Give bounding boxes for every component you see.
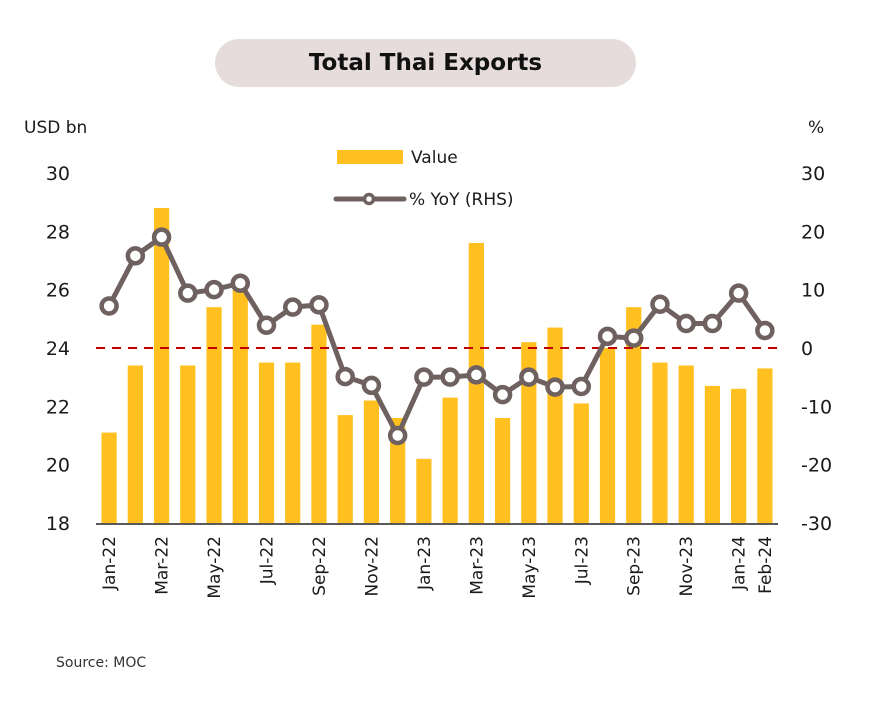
bar-Feb-24 bbox=[757, 368, 773, 523]
bar-Jan-23 bbox=[416, 458, 432, 523]
yoy-point-Feb-22 bbox=[125, 246, 146, 266]
bar-Aug-22 bbox=[285, 362, 301, 523]
right-tick-label: -10 bbox=[801, 396, 832, 418]
bar-Nov-22 bbox=[363, 400, 380, 523]
yoy-point-Jan-24 bbox=[728, 283, 749, 303]
bar-Feb-23 bbox=[442, 397, 458, 523]
bar-Feb-22 bbox=[127, 365, 143, 523]
x-tick-label: Jul-23 bbox=[572, 536, 592, 585]
x-tick-label: Jan-23 bbox=[415, 536, 435, 591]
right-tick-label: -30 bbox=[801, 513, 832, 535]
right-tick-label: 30 bbox=[801, 163, 825, 185]
x-axis-ticks: Jan-22 Mar-22 May-22 Jul-22 Sep-22 Nov-22 Jan-… bbox=[100, 536, 776, 599]
right-axis-ticks: -30 -20 -10 0 10 20 30 bbox=[801, 163, 832, 535]
yoy-point-Jun-23 bbox=[545, 377, 565, 397]
x-tick-label: Nov-23 bbox=[677, 536, 697, 597]
yoy-point-Jul-22 bbox=[256, 315, 277, 335]
bar-Sep-23 bbox=[626, 307, 642, 523]
bar-Apr-23 bbox=[494, 418, 511, 523]
bars-series bbox=[101, 208, 773, 523]
bar-May-23 bbox=[521, 342, 537, 523]
left-tick-label: 22 bbox=[46, 396, 70, 418]
yoy-point-Oct-22 bbox=[335, 366, 355, 387]
x-tick-label: Mar-23 bbox=[467, 536, 487, 595]
left-tick-label: 18 bbox=[46, 513, 70, 535]
yoy-point-Dec-22 bbox=[387, 425, 408, 446]
bar-Nov-23 bbox=[678, 365, 694, 523]
left-tick-label: 26 bbox=[46, 280, 70, 302]
bar-Mar-22 bbox=[153, 208, 170, 523]
x-tick-label: Feb-24 bbox=[756, 536, 776, 594]
left-tick-label: 28 bbox=[46, 221, 70, 243]
x-tick-label: Jul-22 bbox=[258, 536, 278, 585]
chart-title: Total Thai Exports bbox=[308, 50, 543, 76]
yoy-point-Jul-23 bbox=[571, 376, 592, 397]
bar-Dec-23 bbox=[704, 385, 721, 523]
left-tick-label: 30 bbox=[46, 163, 70, 185]
bar-Aug-23 bbox=[599, 348, 616, 523]
left-tick-label: 24 bbox=[46, 338, 70, 360]
yoy-point-Feb-24 bbox=[755, 320, 775, 341]
yoy-point-Nov-23 bbox=[676, 313, 696, 334]
yoy-point-Aug-22 bbox=[282, 297, 303, 317]
left-tick-label: 20 bbox=[46, 455, 70, 477]
bar-Apr-22 bbox=[180, 365, 196, 523]
x-tick-label: May-23 bbox=[520, 536, 540, 599]
left-axis-ticks: 18 20 22 24 26 28 30 bbox=[46, 163, 70, 535]
yoy-point-Feb-23 bbox=[440, 367, 460, 387]
yoy-point-Sep-23 bbox=[623, 328, 644, 348]
x-tick-label: Jan-24 bbox=[730, 536, 750, 591]
right-axis-unit: % bbox=[808, 118, 825, 138]
yoy-point-Nov-22 bbox=[361, 375, 382, 396]
right-tick-label: 0 bbox=[801, 338, 813, 360]
yoy-line-series bbox=[99, 227, 775, 446]
bar-Jan-24 bbox=[731, 388, 747, 523]
bar-Sep-22 bbox=[311, 324, 327, 523]
bar-May-22 bbox=[206, 307, 222, 523]
yoy-point-Mar-22 bbox=[151, 227, 172, 247]
bar-Jul-23 bbox=[573, 403, 589, 523]
left-axis-unit: USD bn bbox=[24, 118, 88, 138]
legend-swatch-yoy-marker bbox=[362, 192, 376, 206]
x-tick-label: Nov-22 bbox=[362, 536, 382, 597]
right-tick-label: -20 bbox=[801, 455, 832, 477]
yoy-point-Oct-23 bbox=[650, 294, 670, 314]
right-tick-label: 10 bbox=[801, 280, 825, 302]
yoy-point-Apr-23 bbox=[492, 384, 513, 405]
bar-Jun-23 bbox=[547, 327, 563, 523]
x-tick-label: May-22 bbox=[205, 536, 225, 599]
yoy-point-May-23 bbox=[519, 367, 539, 387]
bar-Oct-22 bbox=[337, 415, 353, 523]
legend-label-yoy: % YoY (RHS) bbox=[409, 190, 514, 210]
bar-Jul-22 bbox=[258, 362, 275, 523]
bar-Oct-23 bbox=[652, 362, 668, 523]
bar-Jan-22 bbox=[101, 432, 117, 523]
source-note: Source: MOC bbox=[56, 655, 147, 671]
yoy-point-Mar-23 bbox=[466, 365, 487, 385]
yoy-point-Jan-22 bbox=[99, 296, 119, 316]
right-tick-label: 20 bbox=[801, 221, 825, 243]
x-tick-label: Sep-23 bbox=[625, 536, 645, 596]
x-tick-label: Sep-22 bbox=[310, 536, 330, 596]
yoy-point-Dec-23 bbox=[702, 313, 723, 334]
bar-Jun-22 bbox=[232, 289, 248, 523]
yoy-point-Apr-22 bbox=[178, 283, 198, 303]
yoy-point-Sep-22 bbox=[309, 295, 329, 315]
yoy-point-May-22 bbox=[204, 279, 224, 300]
yoy-point-Jan-23 bbox=[414, 367, 434, 387]
yoy-point-Jun-22 bbox=[230, 273, 251, 293]
x-tick-label: Jan-22 bbox=[100, 536, 120, 591]
legend-swatch-value bbox=[337, 150, 403, 164]
legend: Value % YoY (RHS) bbox=[333, 148, 514, 210]
legend-label-value: Value bbox=[411, 148, 458, 168]
chart-title-pill: Total Thai Exports bbox=[215, 39, 636, 87]
x-tick-label: Mar-22 bbox=[153, 536, 173, 595]
yoy-point-Aug-23 bbox=[597, 326, 618, 347]
